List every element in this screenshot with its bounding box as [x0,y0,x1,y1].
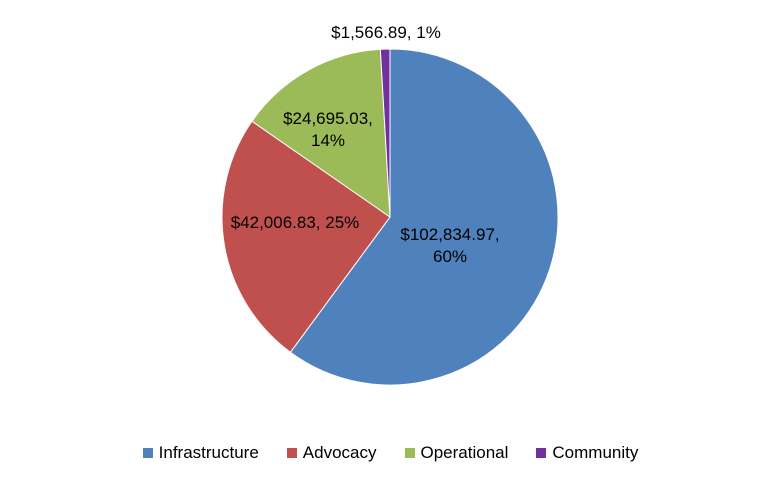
pie-slice-advocacy [221,120,391,353]
legend-label: Infrastructure [158,443,259,462]
legend-swatch [142,448,153,458]
legend-swatch [536,448,547,458]
pie-slice-operational [251,48,391,218]
pie-chart: $102,834.97, 60% $42,006.83, 25% $24,695.03… [221,23,559,386]
legend-label: Advocacy [302,443,377,462]
legend-label: Community [552,443,639,462]
pie-slice-infrastructure [289,48,559,386]
data-label-advocacy: $42,006.83, 25% [231,213,360,232]
data-label-operational: $24,695.03, 14% [283,109,373,150]
pie-slice-community [379,48,391,218]
legend-item-operational: Operational [404,443,509,463]
legend-item-infrastructure: Infrastructure [142,443,259,463]
legend-swatch [286,448,297,458]
legend-item-community: Community [536,443,638,463]
chart-legend: Infrastructure Advocacy Operational Communi… [0,440,781,466]
legend-swatch [404,448,415,458]
legend-label: Operational [420,443,509,462]
data-label-infrastructure: $102,834.97, 60% [400,225,499,266]
legend-item-advocacy: Advocacy [286,443,377,463]
data-label-community: $1,566.89, 1% [331,23,441,42]
